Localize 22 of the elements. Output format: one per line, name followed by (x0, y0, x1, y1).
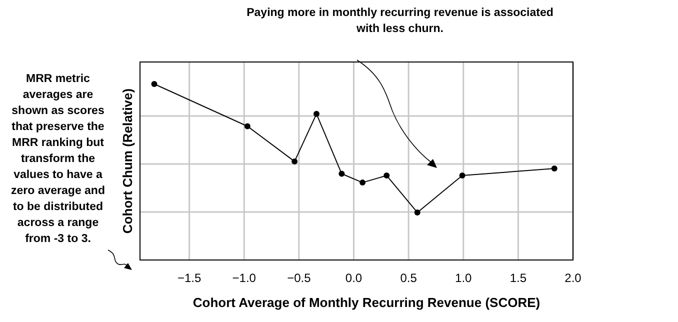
text: MRR metric averages are shown as scores that preserve the MRR ranking but transform the values to have a zero average and to be distributed across a range from -3 to 3. (11, 73, 105, 245)
point (414, 209, 420, 216)
x-tick-label: −0.5 (287, 271, 312, 285)
x-tick-label: −1.5 (177, 271, 202, 285)
y-axis-title: Cohort Chum (Relative) (120, 88, 135, 234)
x-tick-label: 1.0 (455, 271, 472, 285)
point (338, 170, 345, 177)
point (360, 180, 366, 186)
x-tick-label: 0.0 (345, 271, 362, 285)
point (292, 158, 298, 164)
point (551, 165, 558, 172)
text: Paying more in monthly recurring revenue is associated with less churn. (246, 7, 554, 35)
point (459, 172, 466, 179)
x-tick-label: 1.5 (510, 271, 527, 285)
point (244, 123, 250, 130)
x-axis-title: Cohort Average of Monthly Recurring Revenue (SCORE) (192, 295, 540, 310)
point (384, 172, 390, 179)
point (151, 81, 158, 87)
x-tick-label: 0.5 (400, 271, 418, 285)
x-tick-label: −1.0 (232, 271, 256, 285)
x-tick-label: 2.0 (564, 271, 582, 285)
point (313, 110, 320, 117)
